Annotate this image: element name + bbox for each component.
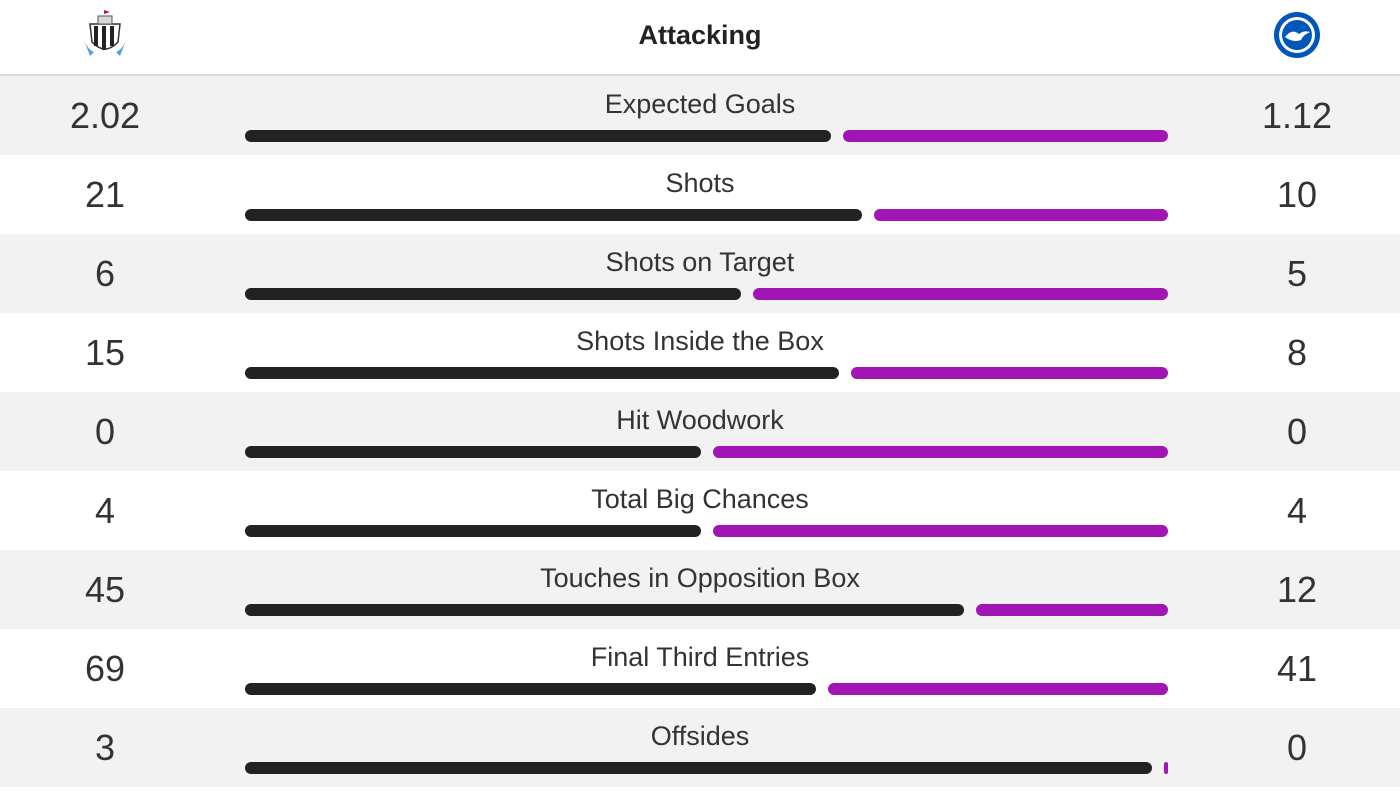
home-value: 15 <box>84 332 126 373</box>
stat-row: 21 Shots 10 <box>0 155 1400 234</box>
home-share-bar <box>245 604 964 616</box>
home-value: 45 <box>84 569 126 610</box>
comparison-bar <box>245 130 1168 142</box>
away-value: 0 <box>1286 411 1308 452</box>
away-value: 12 <box>1276 569 1318 610</box>
stat-row: 2.02 Expected Goals 1.12 <box>0 76 1400 155</box>
stat-label: Total Big Chances <box>591 484 809 514</box>
stat-row: 0 Hit Woodwork 0 <box>0 392 1400 471</box>
home-value: 2.02 <box>69 95 141 136</box>
away-share-bar <box>874 209 1168 221</box>
newcastle-crest-icon <box>80 10 130 60</box>
home-value: 0 <box>94 411 116 452</box>
stat-label: Final Third Entries <box>590 642 810 672</box>
stats-list: 2.02 Expected Goals 1.12 21 Shots 10 6 Shots on… <box>0 76 1400 787</box>
away-value: 41 <box>1276 648 1318 689</box>
comparison-bar <box>245 367 1168 379</box>
stat-row: 15 Shots Inside the Box 8 <box>0 313 1400 392</box>
stat-label: Expected Goals <box>604 89 796 119</box>
comparison-bar <box>245 209 1168 221</box>
stat-label: Shots <box>665 168 735 198</box>
home-value: 6 <box>94 253 116 294</box>
comparison-bar <box>245 446 1168 458</box>
home-share-bar <box>245 683 816 695</box>
away-share-bar <box>753 288 1168 300</box>
away-value: 8 <box>1286 332 1308 373</box>
stat-label: Touches in Opposition Box <box>540 563 860 593</box>
stat-row: 6 Shots on Target 5 <box>0 234 1400 313</box>
away-share-bar <box>976 604 1168 616</box>
away-share-bar <box>713 525 1168 537</box>
brighton-crest-icon <box>1272 10 1322 60</box>
away-value: 5 <box>1286 253 1308 294</box>
away-share-bar <box>828 683 1168 695</box>
home-share-bar <box>245 446 701 458</box>
comparison-bar <box>245 525 1168 537</box>
comparison-bar <box>245 762 1168 774</box>
home-value: 3 <box>94 727 116 768</box>
away-value: 10 <box>1276 174 1318 215</box>
home-share-bar <box>245 209 862 221</box>
away-value: 4 <box>1286 490 1308 531</box>
home-share-bar <box>245 130 831 142</box>
comparison-bar <box>245 288 1168 300</box>
stat-label: Shots Inside the Box <box>576 326 824 356</box>
home-share-bar <box>245 525 701 537</box>
stat-row: 4 Total Big Chances 4 <box>0 471 1400 550</box>
stat-row: 45 Touches in Opposition Box 12 <box>0 550 1400 629</box>
home-share-bar <box>245 367 839 379</box>
stat-row: 69 Final Third Entries 41 <box>0 629 1400 708</box>
away-value: 1.12 <box>1261 95 1333 136</box>
home-share-bar <box>245 288 741 300</box>
stats-header: Attacking <box>0 0 1400 76</box>
home-value: 69 <box>84 648 126 689</box>
away-share-bar <box>1164 762 1168 774</box>
home-share-bar <box>245 762 1152 774</box>
home-value: 21 <box>84 174 126 215</box>
stat-row: 3 Offsides 0 <box>0 708 1400 787</box>
home-value: 4 <box>94 490 116 531</box>
stat-label: Offsides <box>650 721 750 751</box>
section-title: Attacking <box>638 20 762 50</box>
away-share-bar <box>713 446 1168 458</box>
away-value: 0 <box>1286 727 1308 768</box>
away-share-bar <box>851 367 1168 379</box>
stat-label: Shots on Target <box>605 247 795 277</box>
stat-label: Hit Woodwork <box>616 405 784 435</box>
comparison-bar <box>245 683 1168 695</box>
away-share-bar <box>843 130 1168 142</box>
comparison-bar <box>245 604 1168 616</box>
